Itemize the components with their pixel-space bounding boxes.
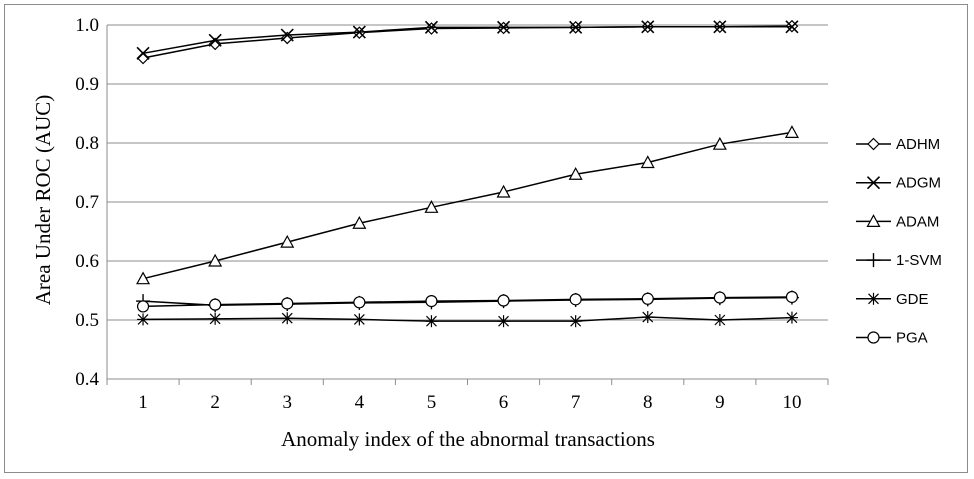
data-point-adgm (352, 25, 366, 39)
data-point-adam (424, 200, 439, 213)
legend-label: GDE (896, 291, 929, 308)
y-tick-label: 0.4 (75, 369, 99, 390)
data-point-gde (785, 311, 798, 324)
x-tick-label: 2 (210, 392, 220, 413)
legend-marker (866, 253, 881, 268)
data-point-adgm (208, 33, 222, 47)
x-tick-label: 3 (283, 392, 293, 413)
data-point-pga (641, 292, 654, 305)
x-tick-label: 9 (715, 392, 725, 413)
legend-marker (867, 331, 880, 344)
data-point-adgm (496, 20, 511, 34)
legend-marker (867, 292, 880, 305)
legend-item-adgm: ADGM (856, 175, 941, 192)
x-tick-label: 1 (138, 392, 148, 413)
data-point-adgm (280, 28, 294, 42)
data-point-gde (353, 313, 366, 326)
data-point-gde (137, 313, 150, 326)
y-tick-label: 0.7 (75, 192, 99, 213)
legend-item-adam: ADAM (856, 213, 939, 230)
data-point-adgm (424, 20, 439, 34)
y-tick-label: 0.8 (75, 133, 99, 154)
x-tick-label: 4 (355, 392, 365, 413)
data-point-adam (280, 234, 295, 248)
data-point-gde (569, 315, 582, 328)
y-axis-title: Area Under ROC (AUC) (31, 95, 55, 306)
x-tick-label: 8 (643, 392, 653, 413)
series-line-adam (142, 131, 793, 280)
series-adgm (136, 20, 799, 60)
data-point-adgm (136, 46, 150, 60)
data-point-gde (713, 314, 726, 326)
data-point-pga (713, 291, 726, 304)
x-tick-label: 7 (571, 392, 581, 413)
data-point-adam (712, 136, 727, 150)
series-line-adhm (142, 25, 792, 59)
data-point-adam (568, 167, 583, 180)
data-point-adam (136, 271, 151, 285)
data-point-adam (784, 125, 799, 138)
data-point-adgm (785, 20, 799, 34)
series-pga (136, 290, 799, 313)
data-point-pga (785, 290, 799, 304)
legend-item-1-svm: 1-SVM (856, 252, 942, 269)
data-point-adgm (713, 20, 727, 34)
legend-item-gde: GDE (856, 291, 929, 308)
data-point-adam (640, 155, 655, 169)
data-point-gde (497, 315, 510, 328)
data-point-pga (281, 297, 294, 310)
x-tick-label: 5 (427, 392, 437, 413)
data-point-pga (136, 300, 150, 313)
x-axis-title: Anomaly index of the abnormal transactio… (281, 427, 655, 451)
y-tick-label: 0.9 (75, 74, 99, 95)
data-point-adgm (569, 20, 583, 34)
legend-marker (866, 176, 881, 190)
data-point-gde (281, 312, 294, 325)
data-point-pga (497, 294, 510, 307)
legend-marker (866, 214, 881, 227)
legend-label: ADGM (896, 175, 941, 192)
legend-label: ADAM (896, 213, 939, 230)
legend-label: 1-SVM (896, 252, 942, 269)
legend-item-pga: PGA (856, 330, 928, 347)
legend-marker (867, 137, 880, 151)
series-line-pga (143, 296, 792, 308)
x-tick-label: 6 (499, 392, 509, 413)
data-point-pga (425, 295, 438, 308)
chart-frame (4, 4, 968, 473)
y-tick-label: 0.6 (75, 251, 99, 272)
series-line-gde (143, 316, 792, 322)
legend: ADHM ADGM ADAM 1-SVM GDE PGA (856, 136, 942, 347)
legend-item-adhm: ADHM (856, 136, 940, 153)
series-line-adgm (142, 26, 792, 55)
data-point-gde (425, 315, 438, 328)
y-tick-label: 1.0 (75, 15, 99, 36)
series-lines (136, 19, 799, 328)
legend-label: ADHM (896, 136, 940, 153)
data-point-adam (352, 215, 367, 229)
series-gde (137, 311, 798, 328)
data-point-pga (569, 293, 582, 306)
y-tick-label: 0.5 (75, 310, 99, 331)
x-tick-label: 10 (782, 392, 801, 413)
data-point-adam (496, 184, 511, 198)
data-point-adgm (641, 20, 655, 34)
axes: 0.4 0.5 0.6 0.7 0.8 0.9 1.0 1 2 3 4 5 6 7 8 9 10 (75, 15, 829, 413)
data-point-adam (208, 253, 223, 267)
legend-label: PGA (896, 330, 928, 347)
data-point-gde (209, 312, 222, 325)
series-adam (136, 125, 799, 285)
data-point-pga (209, 298, 222, 311)
data-point-gde (641, 311, 654, 324)
data-point-pga (353, 296, 366, 309)
